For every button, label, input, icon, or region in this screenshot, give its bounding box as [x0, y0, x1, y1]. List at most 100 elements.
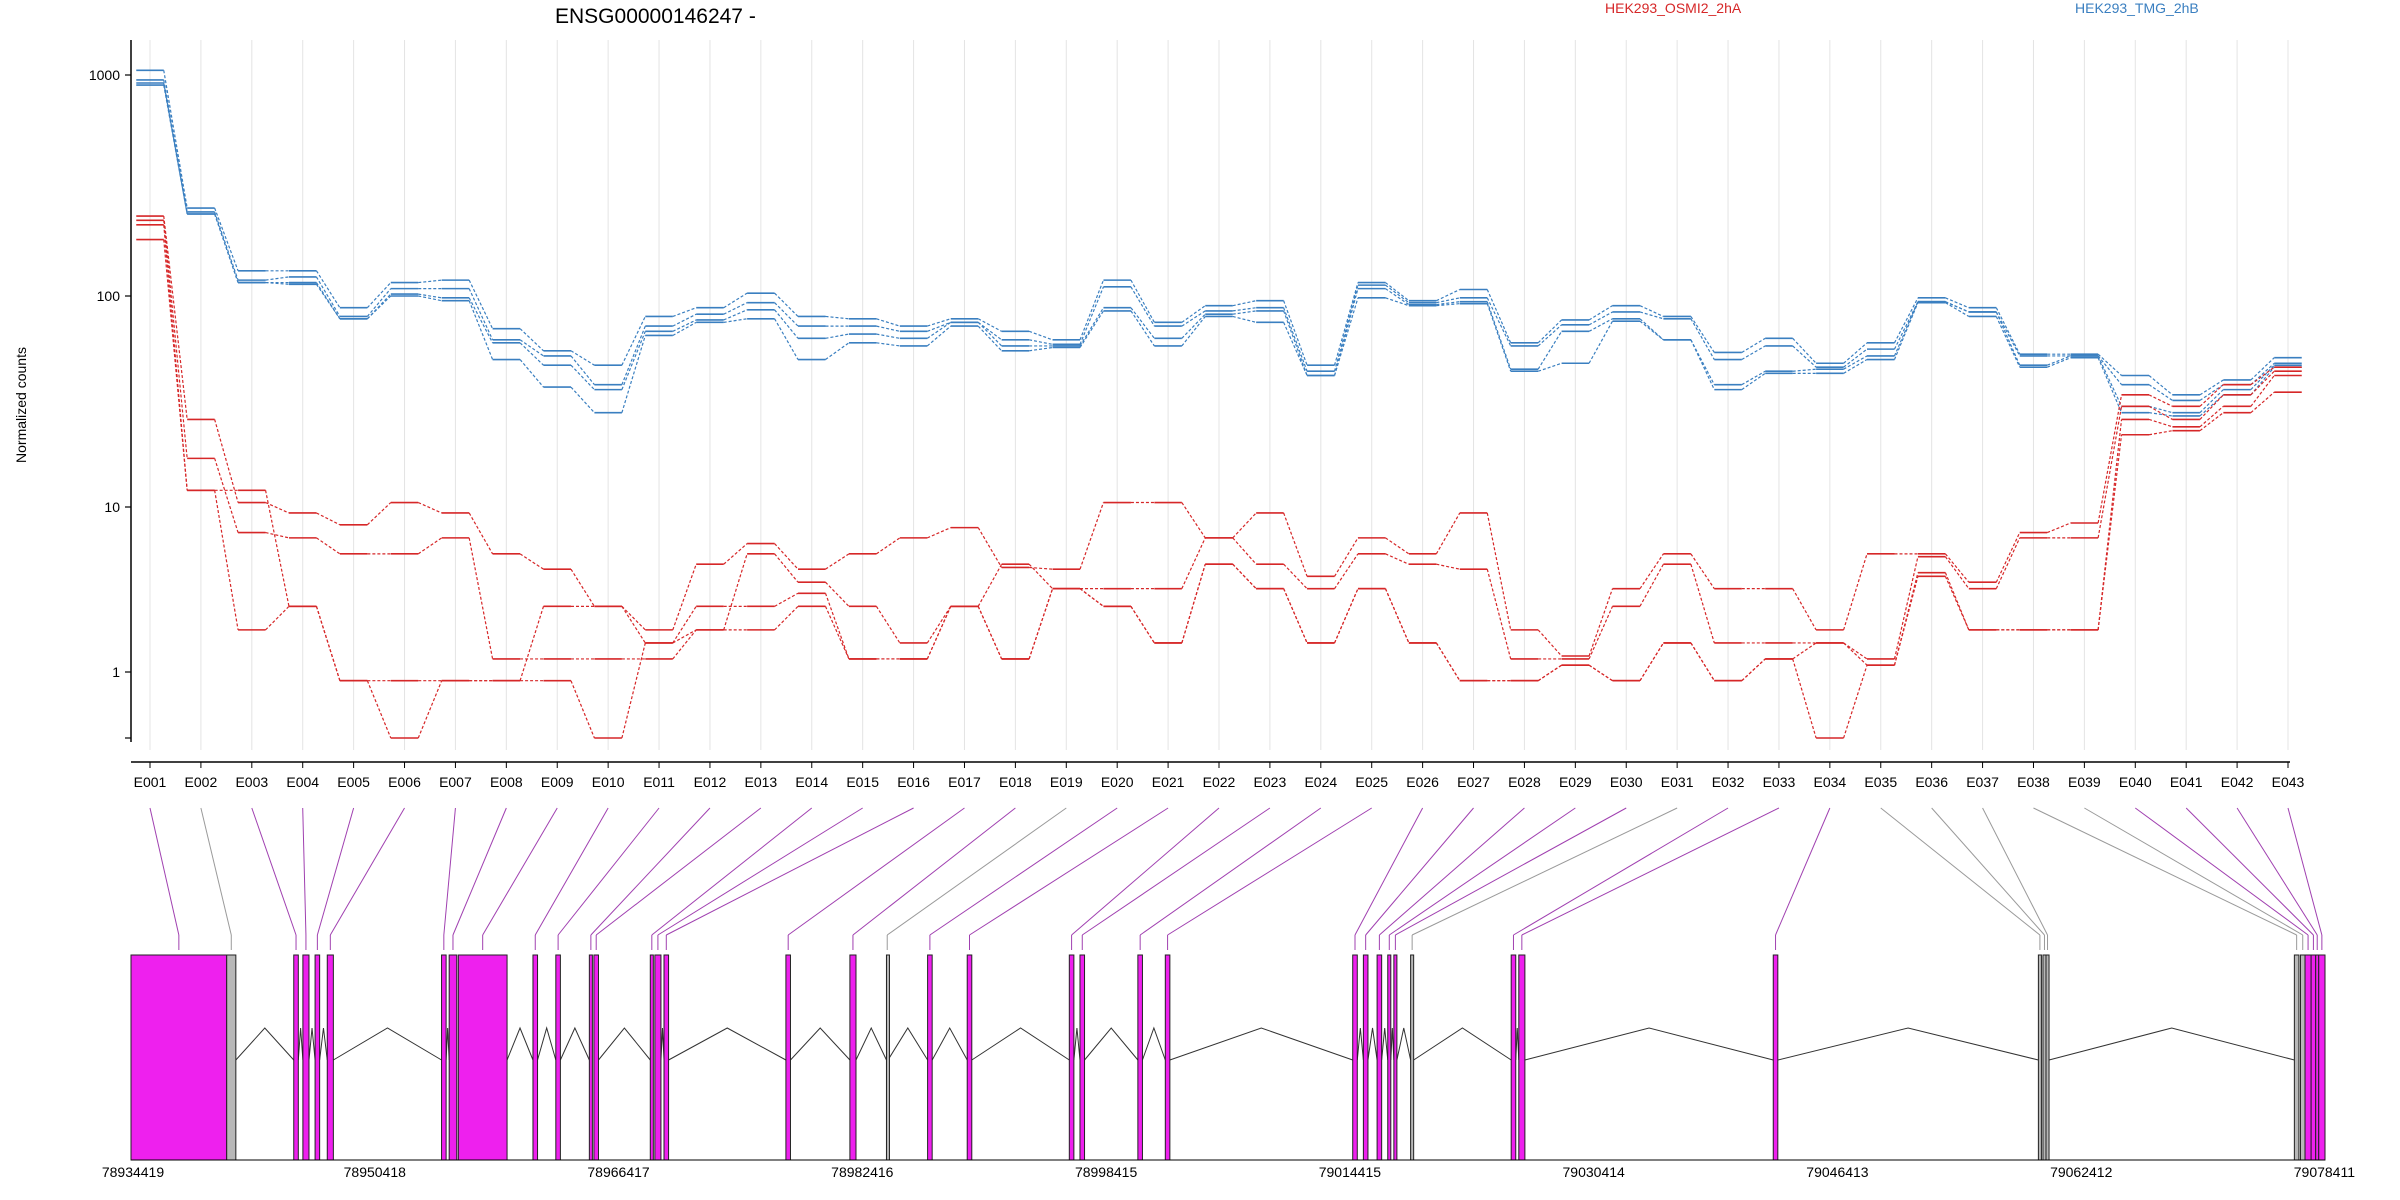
x-tick-label: E038 — [2017, 774, 2050, 790]
series-step — [876, 333, 900, 339]
series-step — [1537, 331, 1563, 370]
x-tick-label: E032 — [1712, 774, 1745, 790]
series-step — [723, 318, 748, 323]
x-tick-label: E019 — [1050, 774, 1083, 790]
series-step — [1588, 588, 1614, 657]
series-step — [1436, 563, 1460, 570]
series-step — [2148, 405, 2173, 414]
series-step — [621, 316, 646, 366]
series-step — [315, 606, 341, 681]
intron-line — [559, 1026, 590, 1061]
series-step — [418, 295, 442, 302]
series-step — [1945, 302, 1970, 317]
series-step — [723, 543, 748, 565]
series-step — [1435, 512, 1461, 555]
series-step — [1385, 282, 1410, 302]
series-step — [1181, 316, 1206, 347]
series-step — [1995, 537, 2021, 589]
exon-connector — [886, 807, 1067, 936]
series-step — [2199, 394, 2224, 417]
genome-coordinate-label: 78982416 — [831, 1164, 894, 1180]
series-step — [926, 325, 952, 347]
y-tick-label: 10 — [104, 499, 120, 515]
exon-box — [1772, 954, 1779, 1161]
series-step — [519, 328, 544, 352]
series-step — [926, 606, 952, 660]
series-step — [2250, 375, 2275, 407]
series-step — [265, 501, 290, 514]
series-step — [1945, 297, 1970, 309]
intron-line — [319, 1027, 328, 1061]
exon-box — [2304, 954, 2312, 1161]
x-tick-label: E008 — [490, 774, 523, 790]
exon-connector — [1379, 807, 1525, 936]
series-step — [1232, 537, 1257, 565]
x-tick-label: E017 — [948, 774, 981, 790]
series-step — [1893, 301, 1919, 350]
series-step — [824, 606, 850, 660]
genome-coordinate-label: 79046413 — [1806, 1164, 1869, 1180]
exon-connector — [1513, 807, 1729, 936]
series-step — [1792, 588, 1817, 631]
series-step — [1486, 301, 1512, 370]
series-step — [2148, 394, 2173, 407]
series-step — [723, 553, 748, 631]
series-step — [723, 292, 748, 309]
series-step — [1181, 537, 1206, 589]
intron-line — [2048, 1027, 2295, 1061]
series-step — [1944, 553, 1970, 583]
series-step — [1079, 588, 1104, 607]
exon-box — [2045, 954, 2050, 1161]
exon-box — [555, 954, 561, 1161]
x-tick-label: E011 — [643, 774, 675, 790]
series-step — [672, 629, 697, 660]
series-step — [1843, 642, 1868, 660]
exon-box — [1137, 954, 1143, 1161]
series-step — [977, 527, 1003, 568]
y-tick-label: 1000 — [89, 67, 120, 83]
series-step — [163, 85, 188, 215]
x-tick-label: E036 — [1915, 774, 1948, 790]
exon-box — [849, 954, 857, 1161]
series-step — [1130, 606, 1155, 644]
series-step — [1639, 318, 1664, 341]
exon-box — [1518, 954, 1526, 1161]
series-step — [468, 300, 494, 360]
series-step — [1385, 284, 1410, 304]
series-step — [1232, 300, 1257, 307]
series-step — [1588, 664, 1613, 682]
series-step — [1893, 302, 1919, 360]
intron-line — [1367, 1027, 1378, 1061]
series-step — [723, 302, 748, 315]
series-step — [2199, 405, 2224, 428]
exon-box — [927, 954, 933, 1161]
exon-box — [1164, 954, 1171, 1161]
series-step — [1588, 305, 1613, 321]
x-tick-label: E010 — [592, 774, 625, 790]
series-step — [2250, 370, 2275, 396]
series-step — [927, 527, 951, 539]
series-step — [316, 512, 341, 526]
intron-line — [537, 1026, 557, 1061]
x-tick-label: E001 — [134, 774, 167, 790]
series-step — [977, 606, 1003, 660]
series-step — [570, 350, 595, 366]
exon-connector — [852, 807, 1016, 936]
series-HEK293_OSMI2_2hA — [136, 238, 2302, 739]
series-step — [417, 537, 443, 555]
intron-line — [333, 1027, 442, 1061]
series-step — [1486, 512, 1512, 630]
series-step — [468, 279, 494, 329]
exon-box — [226, 954, 237, 1161]
series-step — [1843, 664, 1868, 739]
exon-box — [302, 954, 310, 1161]
series-step — [1385, 297, 1410, 307]
series-step — [163, 70, 188, 209]
series-step — [1130, 286, 1155, 327]
exon-box — [1362, 954, 1369, 1161]
x-tick-label: E030 — [1610, 774, 1643, 790]
series-step — [2046, 355, 2071, 366]
series-step — [418, 293, 442, 299]
series-step — [366, 295, 392, 320]
x-tick-label: E020 — [1101, 774, 1134, 790]
